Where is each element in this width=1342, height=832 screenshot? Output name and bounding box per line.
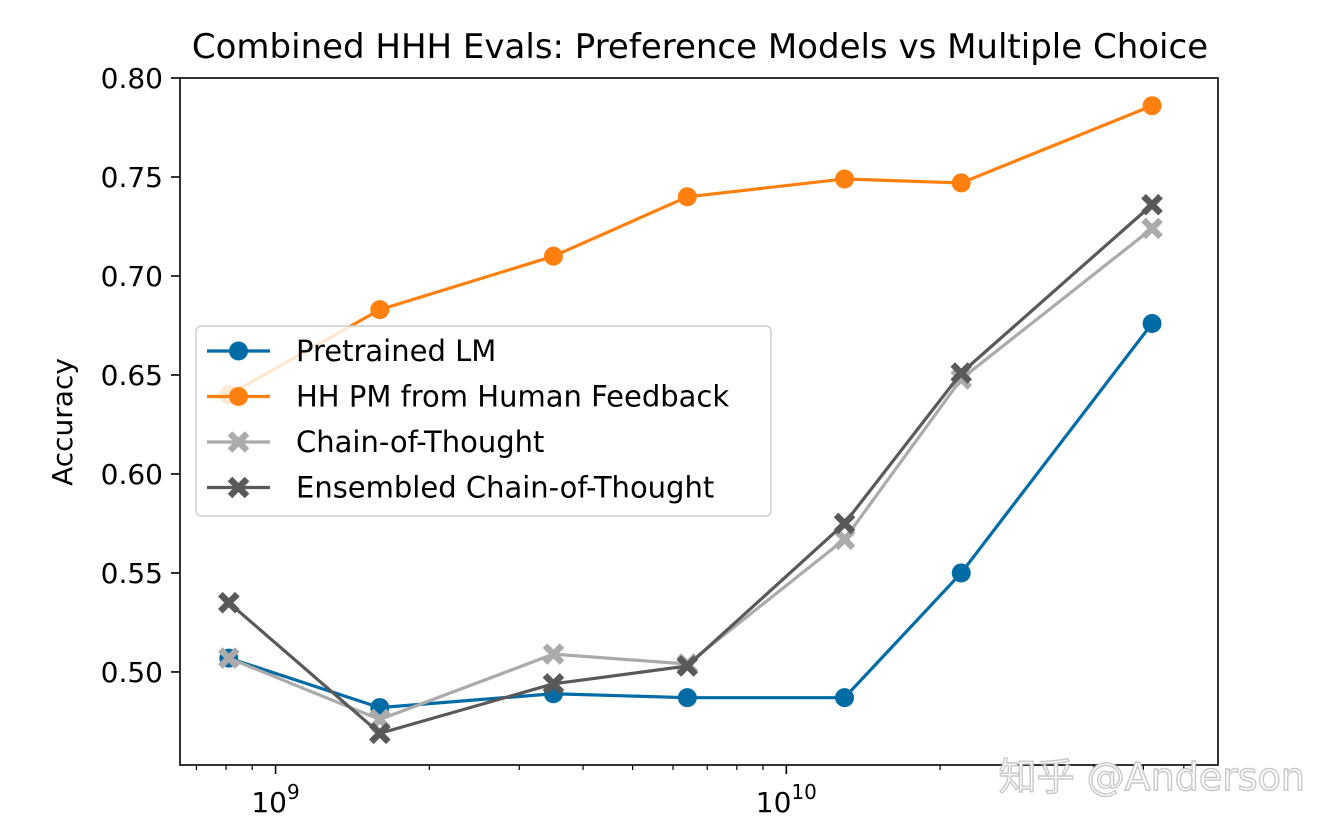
data-point bbox=[543, 246, 563, 266]
data-point bbox=[1141, 217, 1163, 240]
data-point bbox=[218, 647, 240, 669]
data-point bbox=[950, 362, 973, 384]
data-point bbox=[229, 387, 248, 406]
data-point bbox=[677, 688, 697, 708]
series-layer bbox=[218, 96, 1163, 745]
axes: 0.50 0.55 0.60 0.65 0.70 0.75 0.80 109 1010 bbox=[101, 62, 1219, 819]
data-point bbox=[542, 643, 565, 665]
data-point bbox=[1142, 96, 1162, 116]
legend-item: HH PM from Human Feedback bbox=[207, 380, 729, 414]
data-point bbox=[1142, 313, 1162, 333]
legend-label: HH PM from Human Feedback bbox=[296, 380, 729, 414]
data-point bbox=[676, 655, 699, 677]
legend: Pretrained LM HH PM from Human Feedback Ch… bbox=[195, 325, 772, 517]
legend-label: Pretrained LM bbox=[296, 334, 496, 368]
data-point bbox=[542, 673, 565, 695]
data-point bbox=[227, 476, 250, 499]
data-point bbox=[677, 187, 697, 207]
y-tick-label: 0.75 bbox=[101, 161, 163, 194]
legend-frame bbox=[195, 325, 772, 517]
legend-label: Ensembled Chain-of-Thought bbox=[296, 471, 714, 505]
y-tick-label: 0.50 bbox=[101, 656, 163, 689]
y-tick-label: 0.55 bbox=[101, 557, 163, 590]
data-point bbox=[369, 722, 391, 745]
data-point bbox=[950, 368, 973, 390]
data-point bbox=[227, 431, 250, 453]
data-point bbox=[1141, 193, 1163, 216]
legend-item: Chain-of-Thought bbox=[207, 425, 544, 459]
x-tick-label: 1010 bbox=[756, 780, 817, 819]
data-point bbox=[218, 591, 240, 614]
legend-item: Ensembled Chain-of-Thought bbox=[207, 471, 714, 505]
x-tick-label: 109 bbox=[251, 780, 299, 819]
data-point bbox=[951, 563, 971, 583]
chart-title: Combined HHH Evals: Preference Models vs… bbox=[192, 27, 1208, 67]
legend-item: Pretrained LM bbox=[207, 334, 496, 368]
series-ensembled-chain-of-thought bbox=[218, 193, 1163, 745]
data-point bbox=[833, 512, 856, 535]
data-point bbox=[951, 173, 971, 193]
plot-frame bbox=[179, 77, 1219, 766]
watermark: 知乎 @Anderson bbox=[999, 755, 1305, 799]
y-axis-label: Accuracy bbox=[46, 358, 79, 486]
data-point bbox=[370, 300, 390, 320]
y-tick-label: 0.65 bbox=[101, 359, 163, 392]
y-tick-label: 0.70 bbox=[101, 260, 163, 293]
data-point bbox=[835, 169, 855, 189]
data-point bbox=[835, 688, 855, 708]
legend-label: Chain-of-Thought bbox=[296, 425, 544, 459]
y-tick-label: 0.80 bbox=[101, 62, 163, 95]
data-point bbox=[229, 341, 248, 361]
y-tick-label: 0.60 bbox=[101, 458, 163, 491]
